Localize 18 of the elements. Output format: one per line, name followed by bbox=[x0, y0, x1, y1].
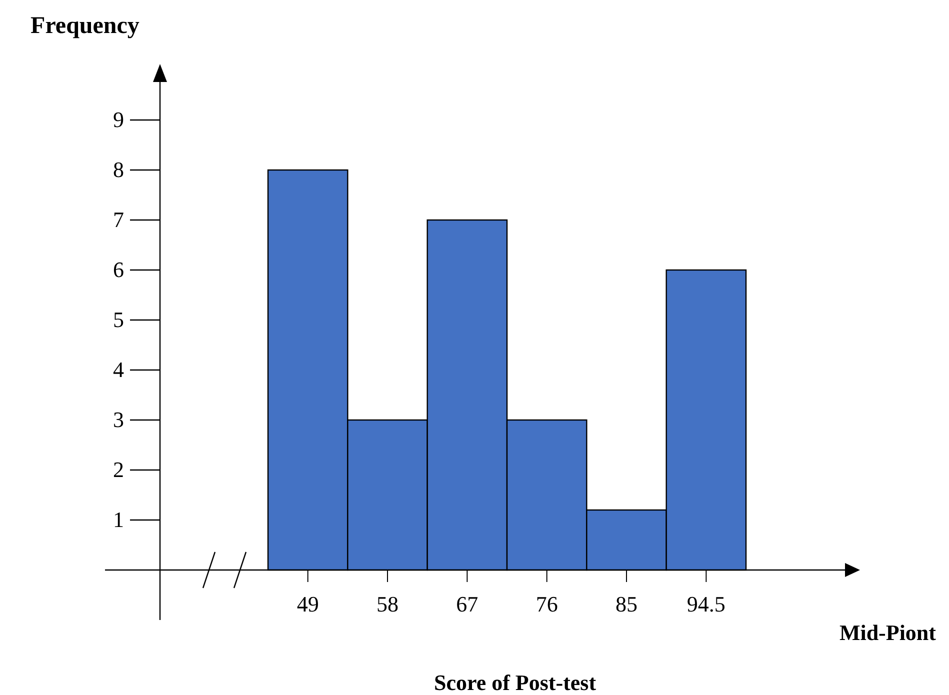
text: Mid-Piont bbox=[839, 620, 937, 645]
x-tick-label: 67 bbox=[456, 592, 478, 617]
x-tick-label: 85 bbox=[616, 592, 638, 617]
y-tick-label: 8 bbox=[113, 157, 124, 182]
x-tick-label: 58 bbox=[376, 592, 398, 617]
y-axis-title: Frequency bbox=[30, 13, 140, 39]
x-tick-label: 94.5 bbox=[686, 592, 726, 617]
y-tick-label: 9 bbox=[113, 107, 124, 132]
y-tick-label: 4 bbox=[113, 357, 124, 382]
y-tick-label: 7 bbox=[113, 207, 124, 232]
x-tick-label: 76 bbox=[536, 592, 558, 617]
x-tick-label: 49 bbox=[296, 592, 319, 617]
y-tick-label: 1 bbox=[113, 507, 124, 532]
x-axis-title: Score of Post-test bbox=[434, 670, 597, 695]
y-tick-label: 5 bbox=[113, 307, 124, 332]
y-tick-label: 6 bbox=[113, 257, 124, 282]
y-tick-label: 3 bbox=[113, 407, 124, 432]
y-tick-label: 2 bbox=[113, 457, 124, 482]
